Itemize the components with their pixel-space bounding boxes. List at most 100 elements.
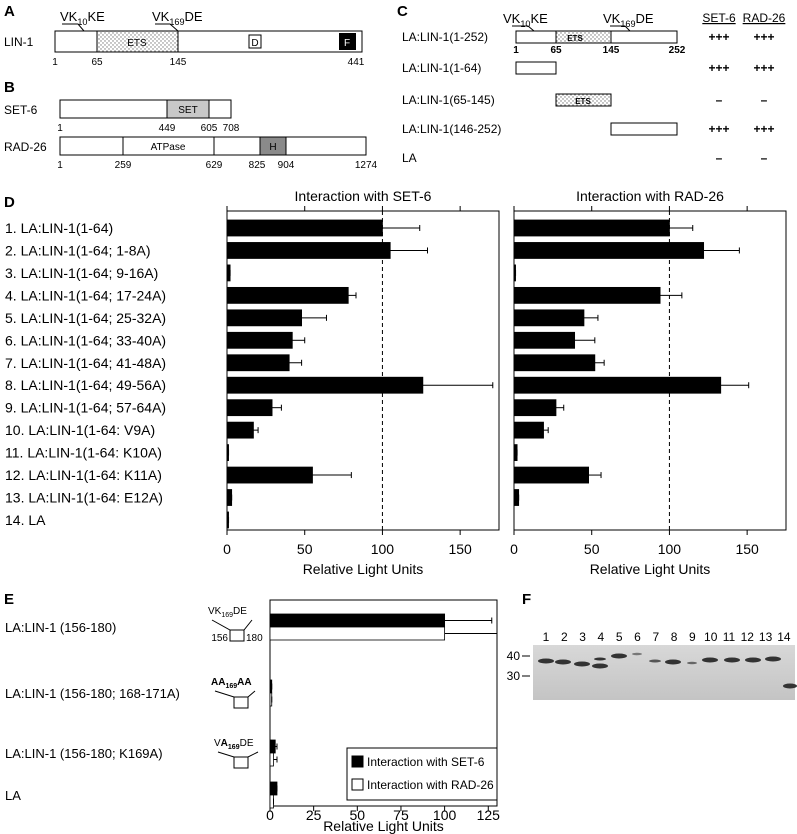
motif-pointer (217, 751, 259, 758)
position: 825 (249, 160, 266, 171)
category-label: 10. LA:LIN-1(1-64: V9A) (5, 422, 155, 438)
category-label: 7. LA:LIN-1(1-64; 41-48A) (5, 355, 166, 371)
ets-domain (555, 30, 612, 44)
error-bar (669, 225, 694, 231)
lane-label: 3 (579, 630, 586, 644)
construct-name: LA (402, 151, 417, 165)
bar (513, 466, 590, 484)
panel-a: LIN-1 ETS D F 1 65 145 441 (4, 23, 365, 68)
motif-part: 10 (77, 17, 87, 27)
marker-label: 30 (507, 669, 521, 683)
lane-label: 12 (741, 630, 755, 644)
bar (226, 331, 293, 349)
bar (513, 421, 544, 439)
lane-label: 11 (723, 630, 736, 644)
x-tick-label: 75 (393, 807, 409, 823)
error-bar (543, 427, 549, 434)
f-domain (339, 33, 356, 50)
panel-label: F (522, 591, 531, 608)
category-label: 9. LA:LIN-1(1-64; 57-64A) (5, 400, 166, 416)
domain-label: SET (178, 105, 197, 116)
motif: VK169DE (152, 9, 203, 27)
category-label: 1. LA:LIN-1(1-64) (5, 220, 113, 236)
x-axis-label: Relative Light Units (590, 561, 711, 577)
x-tick-label: 50 (297, 541, 313, 557)
result: +++ (753, 122, 774, 136)
bar (226, 399, 273, 417)
lane-label: 1 (543, 630, 550, 644)
motif-part: VK (152, 9, 170, 24)
h-domain (259, 136, 287, 156)
bar (226, 466, 313, 484)
motif-part: KE (530, 11, 548, 26)
bar (513, 489, 520, 506)
lane-label: 8 (671, 630, 678, 644)
protein-box (59, 136, 367, 156)
result: – (716, 151, 723, 165)
protein-name: LIN-1 (4, 35, 34, 49)
category-label: LA:LIN-1 (156-180) (5, 620, 116, 635)
motif-part: VK (603, 11, 621, 26)
motif-part: A (221, 738, 228, 749)
position: 1 (57, 123, 63, 134)
lane-label: 10 (704, 630, 718, 644)
result: – (761, 151, 768, 165)
position: 449 (159, 123, 176, 134)
column-header: SET-6 (702, 11, 736, 25)
domain-label: ETS (127, 38, 147, 49)
panel-label: A (4, 3, 15, 20)
x-tick-label: 0 (266, 807, 274, 823)
bar (513, 242, 705, 259)
bar (513, 399, 557, 417)
position: 145 (603, 45, 620, 56)
domain-label: ETS (567, 34, 583, 43)
error-bar (574, 337, 596, 344)
bar (513, 219, 670, 237)
x-tick-label: 100 (658, 541, 682, 557)
motif: VK10KE (60, 9, 105, 27)
bar (513, 354, 596, 372)
error-bar (422, 382, 494, 389)
bar (269, 626, 446, 641)
motif-part: 169 (169, 17, 184, 27)
x-tick-label: 150 (448, 541, 472, 557)
motif: AA169AA (211, 677, 252, 690)
category-label: 12. LA:LIN-1(1-64: K11A) (5, 467, 162, 483)
peptide-box (229, 629, 245, 642)
category-label: 11. LA:LIN-1(1-64: K10A) (5, 445, 162, 461)
construct-name: LA:LIN-1(1-252) (402, 30, 488, 44)
panel-label: C (397, 3, 408, 20)
construct-name: LA:LIN-1(146-252) (402, 122, 501, 136)
lane-label: 14 (777, 630, 791, 644)
error-bar (583, 314, 599, 321)
bar (513, 286, 661, 304)
error-bar (272, 404, 282, 411)
panel-label: D (4, 194, 15, 211)
range-label: 180 (246, 633, 263, 644)
legend-swatch (351, 755, 364, 768)
construct-name: LA:LIN-1(1-64) (402, 61, 481, 75)
position: 1 (57, 160, 63, 171)
motif-part: DE (185, 9, 203, 24)
position: 65 (91, 57, 103, 68)
lane-label: 2 (561, 630, 568, 644)
motif-part: DE (240, 738, 254, 749)
category-label: 3. LA:LIN-1(1-64; 9-16A) (5, 265, 158, 281)
lane-label: 6 (634, 630, 641, 644)
error-bar (444, 617, 493, 624)
lane-label: 9 (689, 630, 696, 644)
error-bar (348, 292, 357, 299)
error-bar (444, 630, 498, 637)
bar (226, 309, 303, 327)
motif-pointer (211, 619, 253, 631)
position: 252 (669, 45, 686, 56)
error-bar (390, 247, 429, 254)
result: – (716, 93, 723, 107)
bar (269, 739, 276, 754)
legend-label: Interaction with RAD-26 (367, 778, 494, 792)
x-tick-label: 150 (735, 541, 759, 557)
category-label: LA (5, 788, 21, 803)
chart-title: Interaction with RAD-26 (576, 188, 724, 204)
motif-part: AA (237, 677, 251, 688)
